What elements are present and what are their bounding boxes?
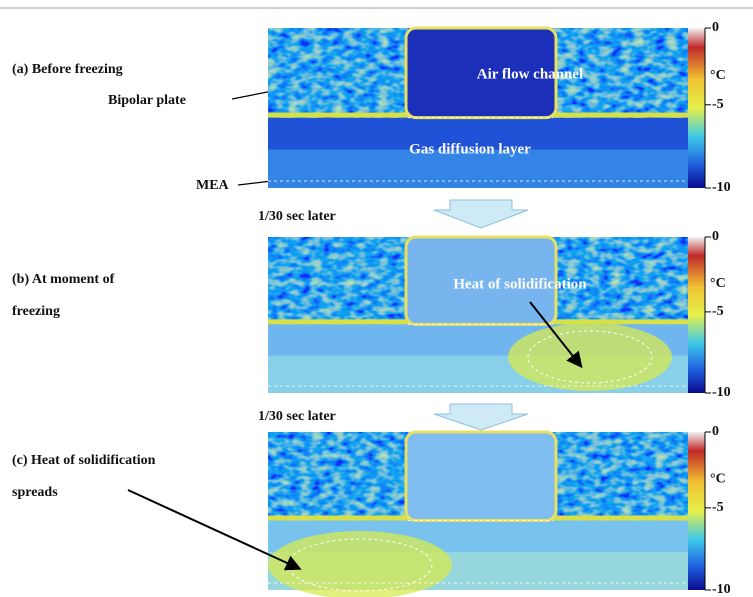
- transition-label: 1/30 sec later: [258, 409, 336, 424]
- annotation: Air flow channel: [477, 66, 583, 82]
- colorbar-unit: °C: [710, 68, 726, 83]
- colorbar-label: -5: [712, 97, 724, 112]
- panel-label: (c) Heat of solidification: [12, 453, 156, 468]
- colorbar-label: 0: [712, 424, 719, 439]
- colorbar-unit: °C: [710, 276, 726, 291]
- colorbar: [688, 432, 705, 590]
- plate-noise: [553, 432, 688, 520]
- colorbar-label: -5: [712, 304, 724, 319]
- panel-label: spreads: [12, 485, 58, 500]
- plate-noise: [268, 237, 408, 324]
- panel-label: freezing: [12, 304, 60, 319]
- transition-label: 1/30 sec later: [258, 209, 336, 224]
- colorbar-label: -10: [712, 180, 731, 195]
- colorbar: [688, 237, 705, 393]
- plate-noise: [268, 28, 408, 118]
- down-arrow: [434, 200, 528, 228]
- down-arrow: [434, 404, 528, 430]
- panel-label: (b) At moment of: [12, 272, 115, 287]
- colorbar-label: -5: [712, 500, 724, 515]
- colorbar-unit: °C: [710, 472, 726, 487]
- annotation: Heat of solidification: [453, 276, 587, 292]
- warm-zone: [508, 323, 672, 391]
- colorbar-label: -10: [712, 385, 731, 400]
- page: (a) Before freezing Bipolar plate MEA (b…: [0, 0, 753, 597]
- annotation: Bipolar plate: [108, 93, 186, 108]
- colorbar: [688, 28, 705, 188]
- warm-zone: [268, 531, 452, 597]
- annotation: MEA: [196, 178, 230, 193]
- colorbar-label: 0: [712, 229, 719, 244]
- channel: [406, 432, 556, 520]
- colorbar-label: 0: [712, 20, 719, 35]
- colorbar-label: -10: [712, 582, 731, 597]
- panel-label: (a) Before freezing: [12, 62, 123, 77]
- annotation: Gas diffusion layer: [409, 141, 531, 157]
- figure: (a) Before freezing Bipolar plate MEA (b…: [0, 0, 753, 597]
- plate-noise: [268, 432, 408, 520]
